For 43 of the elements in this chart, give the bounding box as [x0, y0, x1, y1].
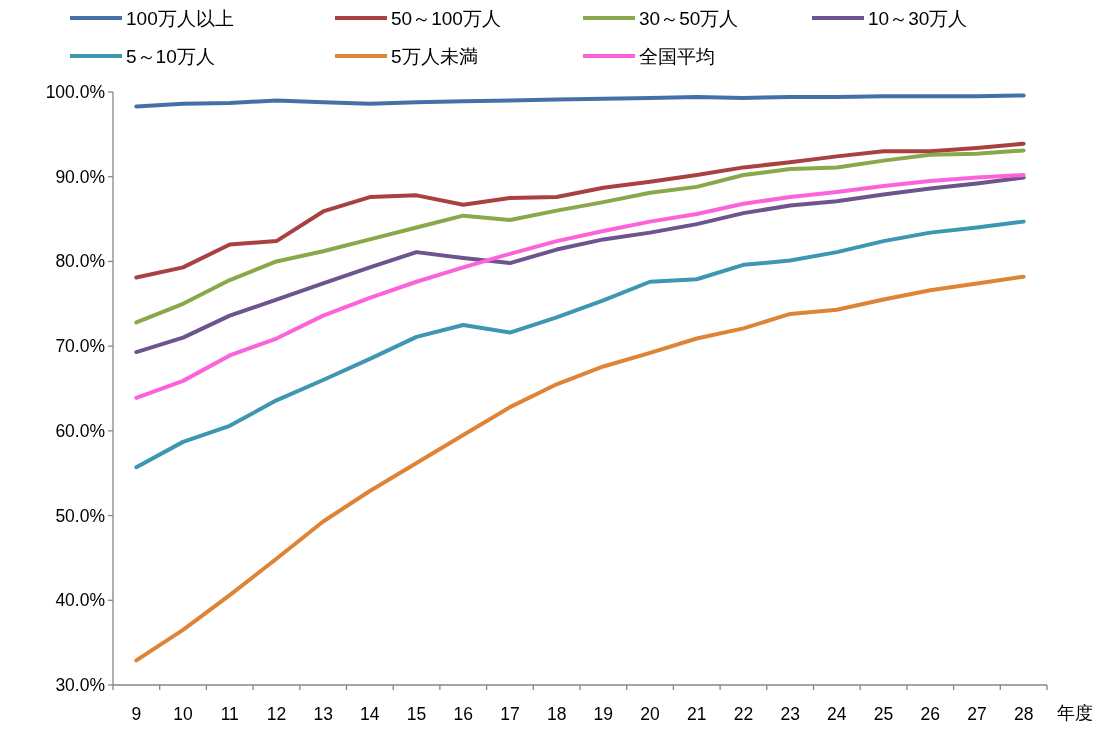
x-tick-label: 26 [920, 704, 940, 724]
x-tick-label: 25 [873, 704, 894, 724]
x-tick-label: 17 [500, 704, 520, 724]
line-series [134, 141, 1026, 280]
y-tick-label: 30.0% [55, 675, 105, 695]
legend-label: 全国平均 [639, 46, 715, 67]
x-tick-label: 23 [780, 704, 800, 724]
line-series [134, 219, 1026, 470]
x-tick-label: 18 [546, 704, 567, 724]
legend-label: 30～50万人 [639, 8, 739, 29]
x-tick-label: 9 [131, 704, 142, 724]
x-tick-label: 19 [593, 704, 614, 724]
x-tick-label: 21 [687, 704, 707, 724]
legend-label: 10～30万人 [868, 8, 968, 29]
x-tick-label: 11 [220, 704, 239, 724]
x-tick-label: 27 [967, 704, 987, 724]
x-axis-title: 年度 [1057, 703, 1093, 723]
x-tick-label: 28 [1013, 704, 1034, 724]
x-tick-label: 15 [406, 704, 427, 724]
x-tick-label: 14 [360, 704, 380, 724]
y-tick-label: 100.0% [45, 82, 105, 102]
y-tick-label: 80.0% [55, 251, 105, 272]
x-tick-label: 13 [313, 704, 333, 724]
y-tick-label: 50.0% [55, 505, 105, 526]
y-tick-label: 90.0% [55, 166, 105, 187]
line-series [134, 173, 1026, 400]
x-tick-label: 20 [640, 704, 661, 724]
legend-label: 5万人未満 [391, 46, 478, 67]
line-series [134, 175, 1026, 355]
line-series [134, 93, 1026, 109]
y-tick-label: 70.0% [55, 336, 105, 357]
x-tick-label: 16 [453, 704, 473, 724]
x-tick-label: 12 [266, 704, 287, 724]
x-tick-label: 22 [733, 704, 754, 724]
legend-label: 50～100万人 [391, 8, 501, 29]
line-series [134, 274, 1026, 663]
y-tick-label: 40.0% [55, 590, 105, 611]
legend-label: 100万人以上 [126, 8, 234, 29]
x-tick-label: 10 [173, 704, 194, 724]
legend-label: 5～10万人 [126, 46, 215, 67]
line-series [134, 148, 1026, 325]
y-tick-label: 60.0% [55, 420, 105, 441]
x-tick-label: 24 [827, 704, 847, 724]
